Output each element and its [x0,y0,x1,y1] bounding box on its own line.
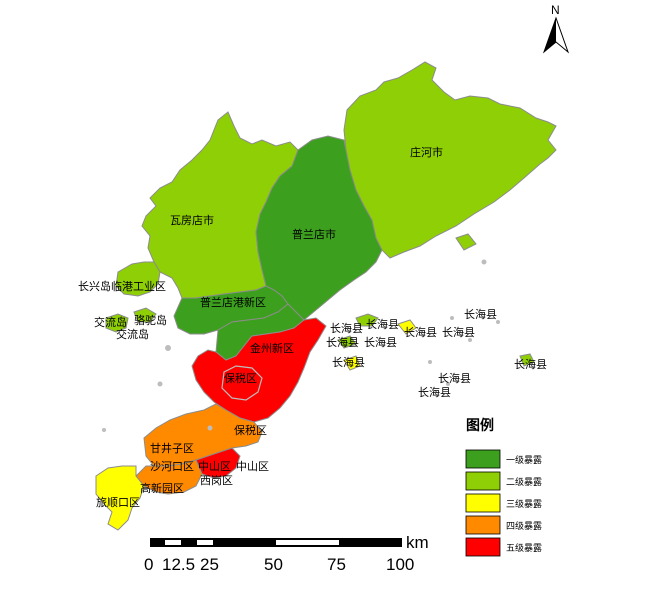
label-jiaoliudao-2: 交流岛 [116,327,149,341]
region-changhai-5 [455,233,477,251]
scale-tick-100: 100 [386,555,414,574]
region-lvshunkou [95,465,145,531]
label-changhai: 长海县 [364,335,397,349]
region-changhai-4 [343,355,361,371]
label-changhai: 长海县 [326,335,359,349]
scale-bar-segment [197,540,213,545]
region-jiaoliudao [105,313,129,333]
label-baoshui-2: 保税区 [234,423,267,437]
label-changxingdao: 长兴岛临港工业区 [78,279,166,293]
label-changhai: 长海县 [438,371,471,385]
label-changhai: 长海县 [332,355,365,369]
label-shahekou: 沙河口区 [150,460,194,473]
scale-unit: km [406,533,429,552]
legend-label-3: 三级暴露 [506,498,542,510]
scale-tick-12-5: 12.5 [162,555,195,574]
north-arrow: N [542,3,570,54]
label-changhai: 长海县 [330,321,363,335]
label-changhai: 长海县 [366,317,399,331]
scale-tick-25: 25 [200,555,219,574]
label-jinzhou: 金州新区 [250,341,294,355]
scale-tick-0: 0 [144,555,153,574]
region-shahekou [195,447,241,479]
legend-swatch-1 [465,449,501,469]
label-changhai: 长海县 [418,385,451,399]
label-wafangdian: 瓦房店市 [170,213,214,227]
legend-label-4: 四级暴露 [506,520,542,532]
label-ganjingzi: 甘井子区 [150,441,194,455]
label-changhai: 长海县 [514,357,547,371]
legend-label-1: 一级暴露 [506,454,542,466]
scale-bar: 0 12.5 25 50 75 100 km [144,533,429,574]
region-zhuanghe [343,61,557,259]
label-lvshunkou: 旅顺口区 [96,495,140,509]
legend-swatch-2 [465,471,501,491]
legend-swatch-3 [465,493,501,513]
label-changhai: 长海县 [442,325,475,339]
legend-label-5: 五级暴露 [506,542,542,554]
small-islands [102,259,500,432]
legend-swatch-5 [465,537,501,557]
region-changhai-1 [355,313,379,327]
label-changhai: 长海县 [404,325,437,339]
label-tuotuodao: 骆驼岛 [134,313,167,327]
region-changxingdao [115,261,161,297]
label-jiaoliudao-1: 交流岛 [94,315,127,329]
region-changhai-6 [519,353,535,367]
region-changhai-3 [337,335,357,349]
scale-tick-50: 50 [264,555,283,574]
region-pulandian [255,135,383,321]
label-zhuanghe: 庄河市 [410,145,443,159]
legend-swatch-4 [465,515,501,535]
label-baoshui-1: 保税区 [224,371,257,385]
label-pulandiangang: 普兰店港新区 [200,295,266,309]
region-changhai-2 [397,319,417,335]
scale-bar-segment [276,540,339,545]
region-jinzhou [191,317,327,423]
scale-bar-segment [165,540,181,545]
north-label: N [551,3,560,17]
legend-title: 图例 [466,417,494,434]
region-tuotuodao [133,307,157,323]
legend-label-2: 二级暴露 [506,476,542,488]
scale-tick-75: 75 [327,555,346,574]
label-xigang: 西岗区 [200,474,233,487]
label-pulandian: 普兰店市 [292,227,336,241]
legend: 图例 一级暴露 二级暴露 三级暴露 四级暴露 五级暴露 [465,417,542,557]
label-changhai: 长海县 [464,307,497,321]
label-gaoxinyuan: 高新园区 [140,481,184,495]
region-baoshui [221,365,263,401]
label-zhongshan-1: 中山区 [198,460,231,473]
label-zhongshan-2: 中山区 [236,460,269,473]
